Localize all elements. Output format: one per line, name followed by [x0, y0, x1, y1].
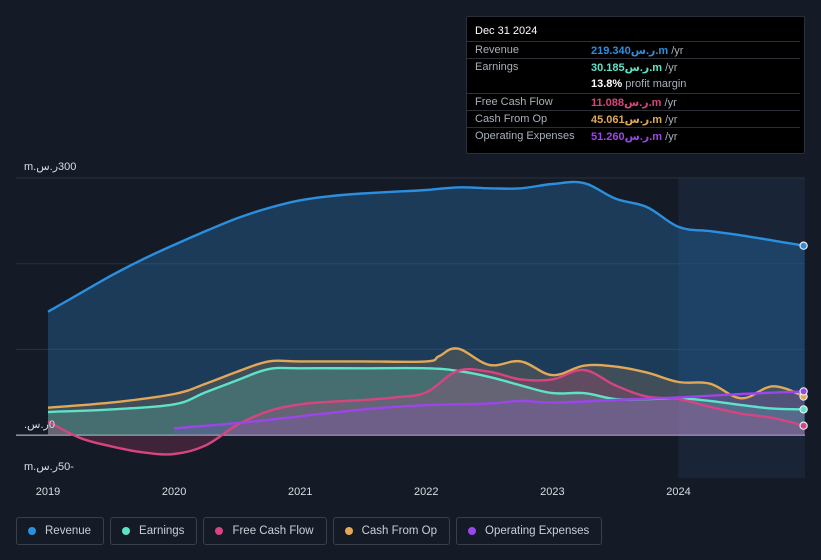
legend-label: Free Cash Flow — [232, 525, 314, 537]
x-tick-label: 2020 — [162, 486, 186, 498]
end-marker-earnings — [799, 405, 808, 414]
area-earnings — [48, 367, 805, 436]
legend-dot-icon — [122, 527, 131, 535]
line-cash-from-op — [47, 347, 806, 409]
area-operating-expenses — [174, 391, 805, 436]
tooltip-row: 13.8% profit margin — [467, 76, 800, 93]
tooltip: Dec 31 2024 Revenue 219.340ر.س.m /yr Earni… — [466, 16, 805, 154]
legend-dot-icon — [215, 527, 224, 535]
tooltip-value: 13.8% profit margin — [591, 78, 686, 90]
tooltip-value-unit: profit margin — [622, 78, 687, 90]
line-revenue — [47, 180, 805, 313]
x-tick-label: 2022 — [414, 486, 438, 498]
tooltip-value-unit: /yr — [662, 114, 678, 126]
tooltip-row: Revenue 219.340ر.س.m /yr — [467, 41, 800, 58]
y-tick-label: 300ر.س.m — [24, 161, 76, 173]
tooltip-value-unit: /yr — [668, 45, 684, 57]
legend-item-earnings[interactable]: Earnings — [110, 517, 198, 545]
x-tick-label: 2019 — [36, 486, 60, 498]
tooltip-row: Free Cash Flow 11.088ر.س.m /yr — [467, 93, 800, 110]
y-tick-label: 0ر.س. — [24, 419, 55, 431]
tooltip-row: Cash From Op 45.061ر.س.m /yr — [467, 110, 800, 127]
legend-item-cash-from-op[interactable]: Cash From Op — [332, 517, 451, 545]
chart-areas — [48, 181, 805, 455]
legend-label: Cash From Op — [361, 525, 438, 537]
tooltip-label: Earnings — [475, 61, 519, 73]
tooltip-value: 11.088ر.س.m /yr — [591, 96, 677, 109]
x-tick-label: 2021 — [288, 486, 312, 498]
legend-dot-icon — [344, 527, 353, 535]
tooltip-row: Operating Expenses 51.260ر.س.m /yr — [467, 127, 800, 144]
area-free-cash-flow — [48, 369, 805, 455]
legend-item-revenue[interactable]: Revenue — [16, 517, 105, 545]
tooltip-value: 45.061ر.س.m /yr — [591, 113, 677, 126]
legend: Revenue Earnings Free Cash Flow Cash From O… — [16, 517, 603, 547]
tooltip-row: Earnings 30.185ر.س.m /yr — [467, 58, 800, 75]
tooltip-value-number: 51.260ر.س.m — [591, 131, 663, 143]
line-earnings — [47, 366, 805, 414]
chart-background — [16, 177, 805, 478]
tooltip-value: 51.260ر.س.m /yr — [591, 130, 677, 143]
tooltip-label: Cash From Op — [475, 113, 548, 125]
legend-label: Operating Expenses — [485, 525, 590, 537]
tooltip-value-number: 11.088ر.س.m — [591, 97, 662, 109]
chart-end-markers — [799, 241, 808, 430]
legend-label: Earnings — [139, 525, 185, 537]
tooltip-value-unit: /yr — [662, 131, 678, 143]
tooltip-label: Revenue — [475, 44, 520, 56]
end-marker-revenue — [799, 241, 808, 250]
legend-dot-icon — [28, 527, 36, 535]
tooltip-value: 30.185ر.س.m /yr — [591, 61, 677, 74]
tooltip-value-number: 45.061ر.س.m — [591, 114, 663, 126]
tooltip-label: Free Cash Flow — [475, 96, 553, 108]
legend-dot-icon — [468, 527, 477, 535]
chart-lines — [47, 180, 806, 456]
tooltip-value-number: 13.8% — [591, 78, 623, 90]
x-tick-label: 2023 — [540, 486, 564, 498]
x-tick-label: 2024 — [666, 486, 690, 498]
tooltip-value-number: 30.185ر.س.m — [591, 62, 663, 74]
chart-axes: 300ر.س.m 0ر.س. -50ر.س.m 2019 2020 2021 2022 202… — [24, 161, 691, 498]
end-marker-operating-expenses — [799, 387, 808, 396]
end-marker-free-cash-flow — [799, 421, 808, 430]
tooltip-value-unit: /yr — [661, 97, 677, 109]
legend-label: Revenue — [45, 525, 92, 537]
tooltip-date: Dec 31 2024 — [475, 25, 538, 37]
tooltip-value-unit: /yr — [662, 62, 678, 74]
legend-item-free-cash-flow[interactable]: Free Cash Flow — [203, 517, 327, 545]
tooltip-label: Operating Expenses — [475, 130, 575, 142]
y-tick-label: -50ر.س.m — [24, 461, 74, 473]
line-operating-expenses — [174, 390, 805, 430]
line-free-cash-flow — [47, 367, 805, 456]
tooltip-value-number: 219.340ر.س.m — [591, 45, 669, 57]
tooltip-value: 219.340ر.س.m /yr — [591, 44, 683, 57]
forecast-shade — [678, 178, 805, 478]
legend-item-operating-expenses[interactable]: Operating Expenses — [456, 517, 603, 545]
